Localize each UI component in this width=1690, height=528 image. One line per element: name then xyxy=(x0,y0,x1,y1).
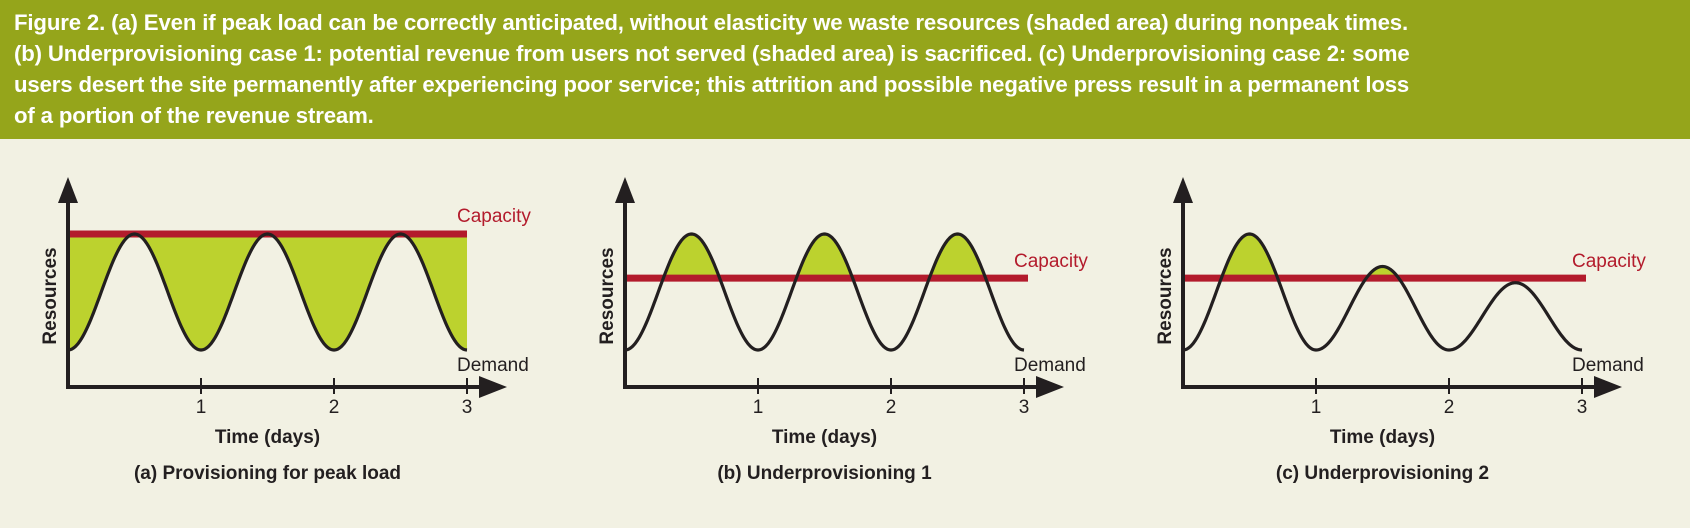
x-axis-arrow xyxy=(1036,376,1064,398)
lost-revenue-area xyxy=(663,234,720,279)
x-tick-label: 2 xyxy=(1444,397,1455,418)
panel-title: (b) Underprovisioning 1 xyxy=(717,463,932,484)
y-axis-arrow xyxy=(1173,177,1193,203)
provisioning-diagram: 1 2 3 Time (days) Resources Capacity Demand (a)… xyxy=(40,177,1646,484)
demand-label: Demand xyxy=(1014,355,1086,376)
x-axis-arrow xyxy=(479,376,507,398)
x-axis-arrow xyxy=(1594,376,1622,398)
lost-revenue-area xyxy=(929,234,986,279)
x-axis-title: Time (days) xyxy=(215,427,320,448)
caption-line-2: (b) Underprovisioning case 1: potential … xyxy=(14,41,1410,66)
x-tick-label: 1 xyxy=(196,397,207,418)
x-tick-label: 2 xyxy=(329,397,340,418)
demand-curve xyxy=(624,232,1025,352)
panel-title: (a) Provisioning for peak load xyxy=(134,463,401,484)
lost-revenue-area xyxy=(796,234,853,279)
caption-line-1: Figure 2. (a) Even if peak load can be c… xyxy=(14,10,1409,35)
x-tick-label: 3 xyxy=(1577,397,1588,418)
panel-c: 1 2 3 Time (days) Resources Capacity Demand (c)… xyxy=(1155,177,1646,484)
capacity-label: Capacity xyxy=(1014,251,1088,272)
figure-panels: 1 2 3 Time (days) Resources Capacity Demand (a)… xyxy=(0,139,1690,528)
x-tick-label: 3 xyxy=(462,397,473,418)
demand-curve xyxy=(1182,232,1583,352)
panel-title: (c) Underprovisioning 2 xyxy=(1276,463,1489,484)
x-tick-label: 1 xyxy=(753,397,764,418)
x-tick-label: 1 xyxy=(1311,397,1322,418)
caption-line-4: of a portion of the revenue stream. xyxy=(14,103,374,128)
panel-b: 1 2 3 Time (days) Resources Capacity Demand (b)… xyxy=(597,177,1088,484)
y-axis-arrow xyxy=(615,177,635,203)
y-axis-title: Resources xyxy=(40,247,61,344)
panel-a: 1 2 3 Time (days) Resources Capacity Demand (a)… xyxy=(40,177,531,484)
demand-label: Demand xyxy=(1572,355,1644,376)
x-tick-label: 2 xyxy=(886,397,897,418)
figure-caption: Figure 2. (a) Even if peak load can be c… xyxy=(0,0,1690,139)
y-axis-title: Resources xyxy=(597,247,618,344)
capacity-label: Capacity xyxy=(1572,251,1646,272)
caption-line-3: users desert the site permanently after … xyxy=(14,72,1410,97)
y-axis-arrow xyxy=(58,177,78,203)
demand-label: Demand xyxy=(457,355,529,376)
x-axis-title: Time (days) xyxy=(772,427,877,448)
x-tick-label: 3 xyxy=(1019,397,1030,418)
demand-curve xyxy=(67,232,468,352)
lost-revenue-area xyxy=(1221,234,1278,279)
capacity-label: Capacity xyxy=(457,206,531,227)
y-axis-title: Resources xyxy=(1155,247,1176,344)
x-axis-title: Time (days) xyxy=(1330,427,1435,448)
wasted-resources-area xyxy=(68,234,467,350)
